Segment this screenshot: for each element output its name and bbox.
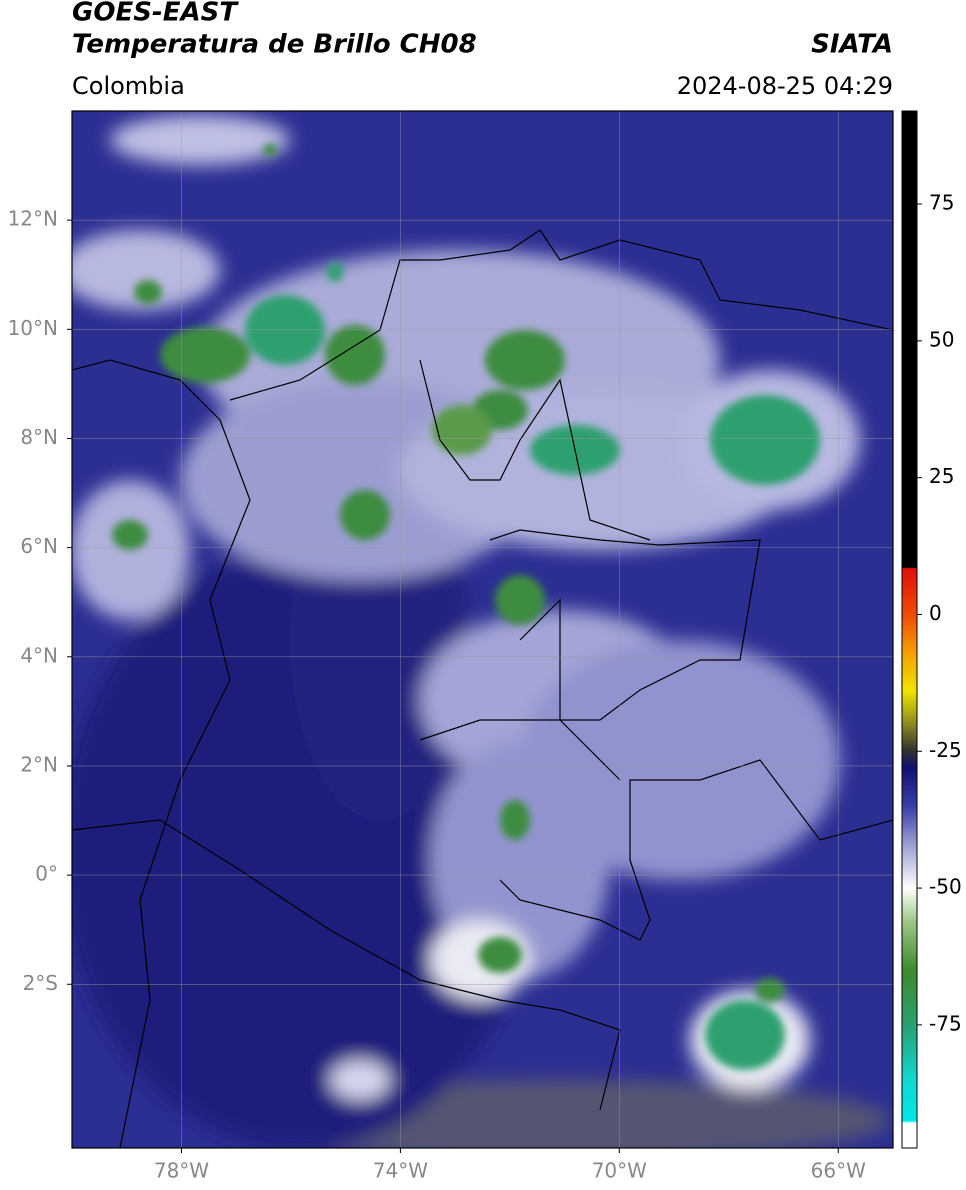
colorbar xyxy=(901,110,918,1149)
title: GOES-EAST xyxy=(72,0,239,28)
x-tick-label: 70°W xyxy=(592,1159,647,1183)
source: SIATA xyxy=(811,30,893,60)
colorbar-tick-label: -50 xyxy=(929,875,962,899)
y-tick-label: 10°N xyxy=(8,316,58,340)
y-tick-label: 12°N xyxy=(8,207,58,231)
y-tick-label: 0° xyxy=(35,862,58,886)
y-tick-label: 6°N xyxy=(20,534,58,558)
x-tick-label: 66°W xyxy=(811,1159,866,1183)
colorbar-tick-label: 75 xyxy=(929,191,954,215)
colorbar-tick-label: 0 xyxy=(929,601,942,625)
y-tick-label: 4°N xyxy=(20,643,58,667)
y-tick-label: 8°N xyxy=(20,425,58,449)
timestamp: 2024-08-25 04:29 xyxy=(677,72,893,100)
borders xyxy=(72,229,893,1148)
y-tick-label: 2°S xyxy=(23,971,58,995)
subtitle: Temperatura de Brillo CH08 xyxy=(72,30,477,60)
region: Colombia xyxy=(72,72,185,100)
y-tick-label: 2°N xyxy=(20,752,58,776)
map-frame xyxy=(71,110,894,1149)
x-tick-label: 78°W xyxy=(154,1159,209,1183)
colorbar-tick-label: -75 xyxy=(929,1011,962,1035)
colorbar-tick-label: -25 xyxy=(929,738,962,762)
colorbar-tick-label: 50 xyxy=(929,327,954,351)
colorbar-tick-label: 25 xyxy=(929,464,954,488)
cloud-tops xyxy=(112,144,820,1070)
satellite-image xyxy=(72,111,893,1148)
x-tick-label: 74°W xyxy=(373,1159,428,1183)
grid xyxy=(72,111,893,1148)
